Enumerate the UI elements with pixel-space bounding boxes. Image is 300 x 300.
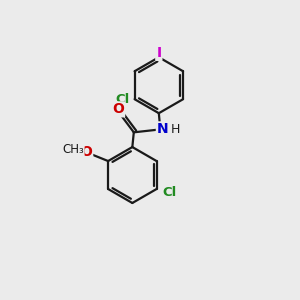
Text: Cl: Cl	[115, 93, 129, 106]
Text: H: H	[171, 123, 180, 136]
Text: CH₃: CH₃	[62, 143, 84, 156]
Text: O: O	[112, 102, 124, 116]
Text: O: O	[80, 145, 92, 159]
Text: I: I	[156, 46, 161, 60]
Text: Cl: Cl	[162, 186, 177, 199]
Text: N: N	[157, 122, 169, 136]
